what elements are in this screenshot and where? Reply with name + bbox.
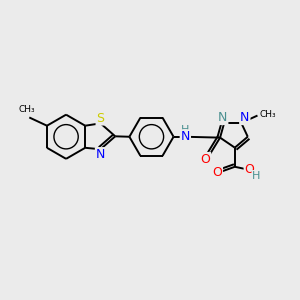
Text: N: N <box>96 148 105 161</box>
Text: O: O <box>244 163 254 176</box>
Text: CH₃: CH₃ <box>19 105 35 114</box>
Text: N: N <box>218 111 227 124</box>
Text: CH₃: CH₃ <box>260 110 277 118</box>
Text: O: O <box>212 166 222 179</box>
Text: N: N <box>181 130 190 143</box>
Text: H: H <box>181 125 190 135</box>
Text: N: N <box>240 111 250 124</box>
Text: S: S <box>97 112 104 124</box>
Text: O: O <box>200 153 210 166</box>
Text: H: H <box>252 171 260 181</box>
